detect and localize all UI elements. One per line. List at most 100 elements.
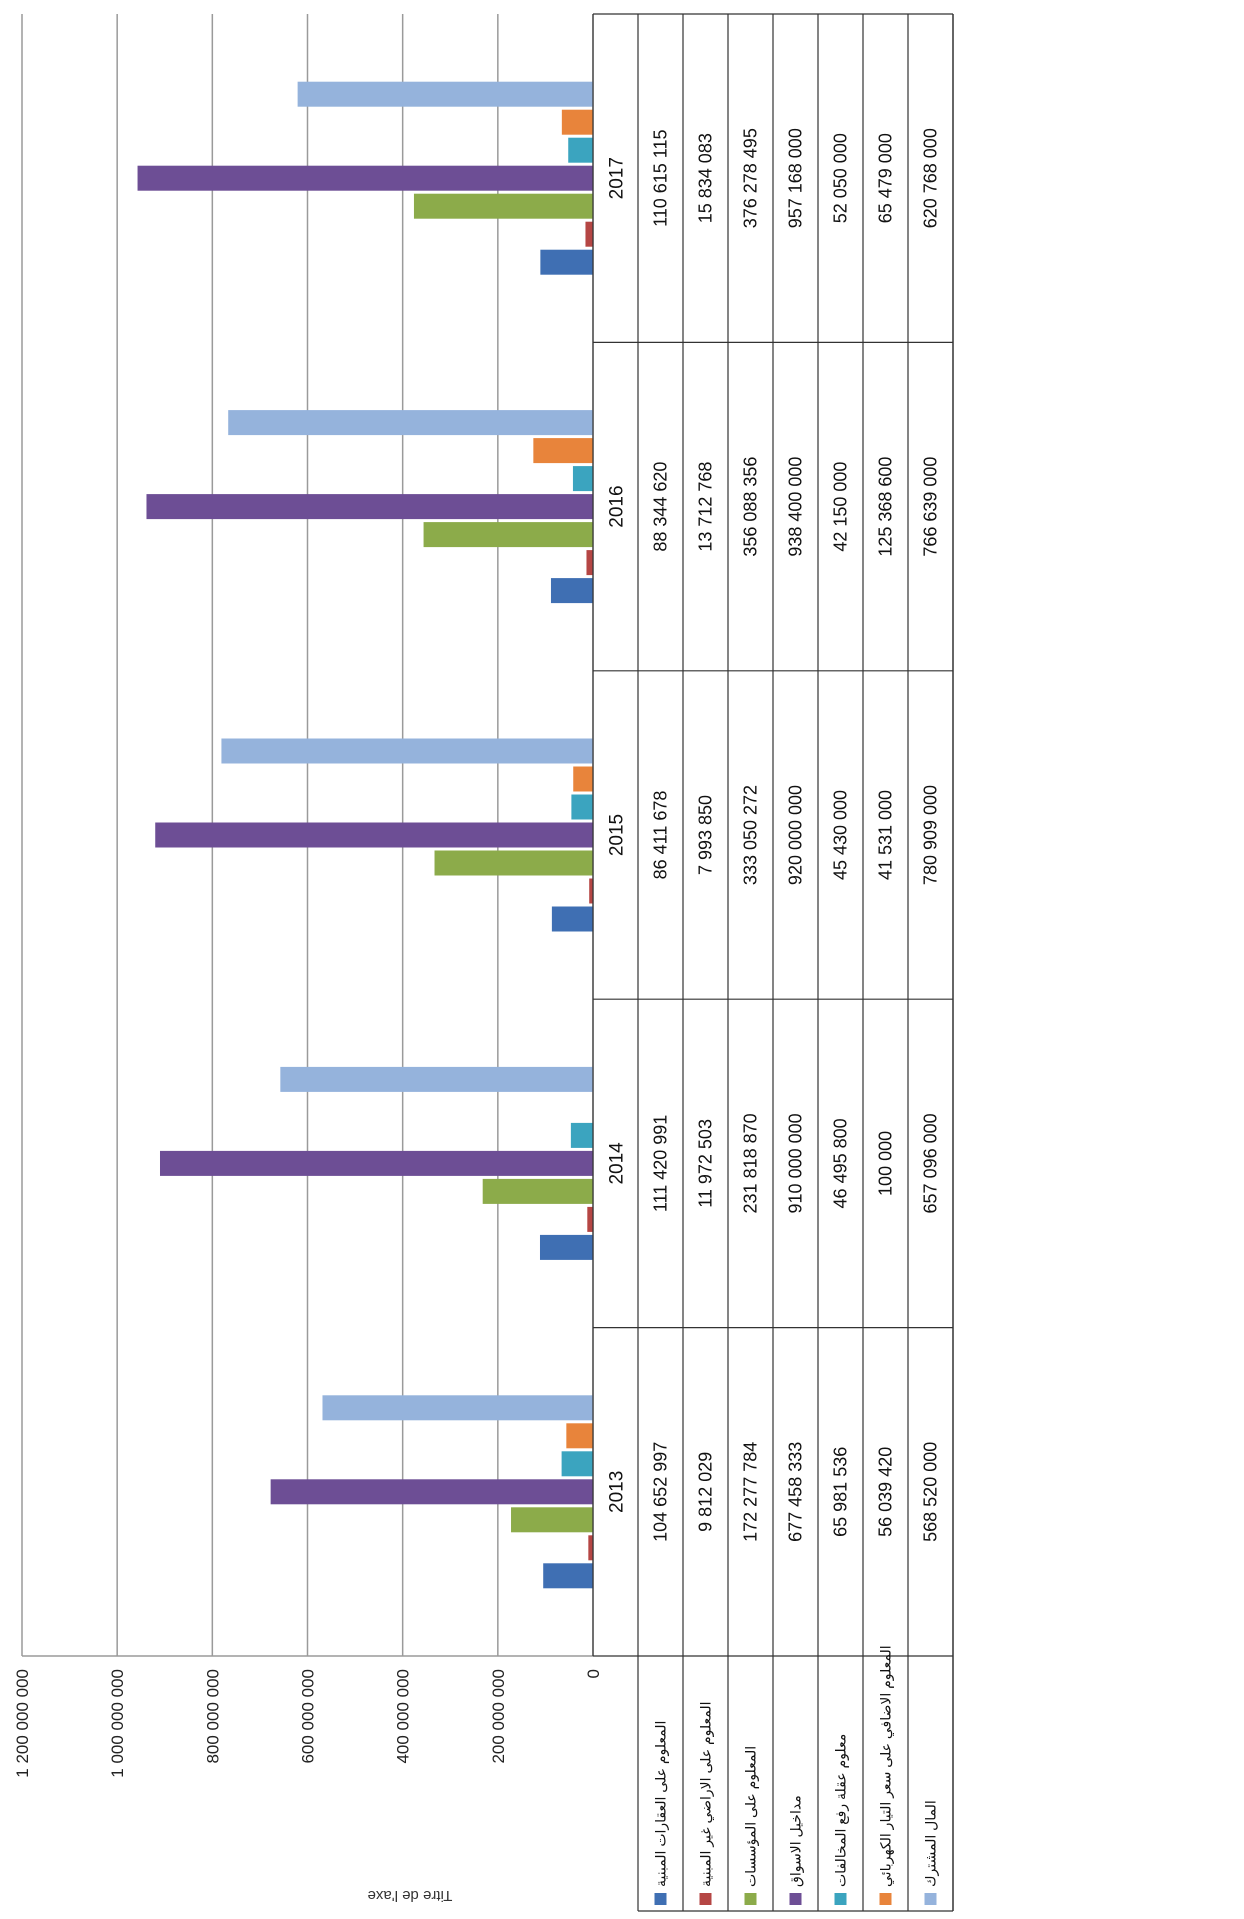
y-tick-label: 600 000 000 bbox=[299, 1669, 318, 1764]
data-label: 104 652 997 bbox=[651, 1442, 671, 1542]
legend-label: المعلوم على الاراضي غير المبنية bbox=[698, 1701, 715, 1887]
bar-2013-series-3 bbox=[511, 1507, 593, 1533]
bar-2015-series-3 bbox=[434, 850, 594, 876]
category-label: 2014 bbox=[607, 1142, 628, 1185]
bar-2017-series-1 bbox=[540, 249, 594, 275]
bar-2016-series-2 bbox=[586, 550, 594, 576]
bar-2017-series-5 bbox=[568, 137, 593, 163]
data-label: 15 834 083 bbox=[696, 133, 716, 223]
data-label: 568 520 000 bbox=[921, 1442, 941, 1542]
y-tick-label: 1 200 000 000 bbox=[13, 1669, 32, 1778]
data-label: 677 458 333 bbox=[786, 1442, 806, 1542]
legend-swatch bbox=[834, 1893, 847, 1905]
data-label: 231 818 870 bbox=[741, 1113, 761, 1213]
data-label: 65 479 000 bbox=[876, 133, 896, 223]
bar-2016-series-6 bbox=[533, 438, 594, 464]
bar-2013-series-5 bbox=[561, 1451, 593, 1477]
data-label: 620 768 000 bbox=[921, 128, 941, 228]
bar-2015-series-4 bbox=[155, 822, 593, 848]
bar-2014-series-1 bbox=[539, 1234, 593, 1260]
data-label: 356 088 356 bbox=[741, 457, 761, 557]
data-label: 110 615 115 bbox=[651, 129, 671, 226]
data-label: 111 420 991 bbox=[651, 1115, 671, 1212]
legend-swatch bbox=[879, 1893, 892, 1905]
bar-2013-series-6 bbox=[566, 1423, 594, 1449]
data-label: 172 277 784 bbox=[741, 1442, 761, 1542]
bar-2016-series-1 bbox=[550, 578, 594, 604]
data-label: 938 400 000 bbox=[786, 457, 806, 557]
bar-2016-series-7 bbox=[228, 410, 593, 436]
bar-2016-series-5 bbox=[572, 466, 593, 492]
legend-label: المعلوم الاضافي على سعر التيار الكهربائي bbox=[878, 1645, 895, 1887]
data-label: 100 000 bbox=[876, 1131, 896, 1196]
bar-2014-series-5 bbox=[570, 1122, 593, 1148]
bar-2013-series-2 bbox=[588, 1535, 594, 1561]
bar-2014-series-2 bbox=[587, 1206, 594, 1232]
legend-label: مداخيل الاسواق bbox=[788, 1795, 805, 1887]
legend-swatch bbox=[924, 1893, 937, 1905]
y-tick-label: 1 000 000 000 bbox=[108, 1669, 127, 1778]
data-label: 41 531 000 bbox=[876, 790, 896, 880]
data-label: 65 981 536 bbox=[831, 1447, 851, 1537]
y-tick-label: 0 bbox=[584, 1669, 603, 1678]
bar-2014-series-7 bbox=[280, 1066, 593, 1092]
bar-2017-series-2 bbox=[585, 221, 594, 247]
bar-2016-series-3 bbox=[423, 522, 593, 548]
bar-2015-series-6 bbox=[573, 766, 593, 792]
legend: المعلوم على العقارات المبنية المعلوم على … bbox=[653, 1645, 940, 1905]
bar-2017-series-7 bbox=[297, 81, 593, 107]
bar-2015-series-7 bbox=[221, 738, 593, 764]
bar-2013-series-1 bbox=[543, 1563, 594, 1589]
y-axis-title: Titre de l'axe bbox=[368, 1887, 453, 1904]
category-labels: 2013 2014 2015 2016 2017 bbox=[607, 157, 628, 1513]
bars bbox=[137, 81, 594, 1589]
bar-2014-series-4 bbox=[159, 1150, 593, 1176]
legend-label: المال المشترك bbox=[923, 1800, 940, 1887]
data-label: 657 096 000 bbox=[921, 1113, 941, 1213]
category-label: 2013 bbox=[607, 1471, 628, 1513]
bar-2017-series-3 bbox=[413, 193, 594, 219]
data-label: 88 344 620 bbox=[651, 462, 671, 552]
data-label: 910 000 000 bbox=[786, 1113, 806, 1213]
bar-2017-series-6 bbox=[561, 109, 593, 135]
y-tick-labels: 0 200 000 000 400 000 000 600 000 000 800 00… bbox=[13, 1669, 603, 1778]
data-label: 766 639 000 bbox=[921, 457, 941, 557]
data-label: 13 712 768 bbox=[696, 462, 716, 552]
data-label: 46 495 800 bbox=[831, 1118, 851, 1208]
bar-2016-series-4 bbox=[146, 494, 593, 520]
data-label: 957 168 000 bbox=[786, 128, 806, 228]
data-label: 7 993 850 bbox=[696, 795, 716, 875]
category-label: 2017 bbox=[607, 157, 628, 199]
bar-2015-series-1 bbox=[551, 906, 594, 932]
legend-label: معلوم عقلة رفع المخالفات bbox=[833, 1734, 850, 1887]
legend-swatch bbox=[699, 1893, 712, 1905]
data-label: 333 050 272 bbox=[741, 785, 761, 885]
y-tick-label: 800 000 000 bbox=[203, 1669, 222, 1764]
y-tick-label: 400 000 000 bbox=[394, 1669, 413, 1764]
data-label: 376 278 495 bbox=[741, 128, 761, 228]
y-tick-label: 200 000 000 bbox=[489, 1669, 508, 1764]
legend-swatch bbox=[654, 1893, 667, 1905]
data-label: 11 972 503 bbox=[696, 1119, 716, 1208]
category-label: 2016 bbox=[607, 485, 628, 527]
data-label: 125 368 600 bbox=[876, 457, 896, 557]
data-label: 780 909 000 bbox=[921, 785, 941, 885]
data-label: 42 150 000 bbox=[831, 462, 851, 552]
bar-2015-series-2 bbox=[589, 878, 594, 904]
legend-swatch bbox=[789, 1893, 802, 1905]
legend-label: المعلوم على المؤسسات bbox=[743, 1746, 760, 1887]
data-label: 86 411 678 bbox=[651, 791, 671, 880]
bar-2017-series-4 bbox=[137, 165, 594, 191]
category-label: 2015 bbox=[607, 814, 628, 856]
data-table: 104 652 997 9 812 029 172 277 784 677 458 3… bbox=[592, 13, 954, 1912]
data-label: 56 039 420 bbox=[876, 1447, 896, 1537]
bar-2013-series-7 bbox=[322, 1395, 593, 1421]
data-label: 52 050 000 bbox=[831, 133, 851, 223]
bar-2014-series-3 bbox=[482, 1178, 593, 1204]
data-label: 45 430 000 bbox=[831, 790, 851, 880]
legend-swatch bbox=[744, 1893, 757, 1905]
legend-label: المعلوم على العقارات المبنية bbox=[653, 1721, 670, 1887]
